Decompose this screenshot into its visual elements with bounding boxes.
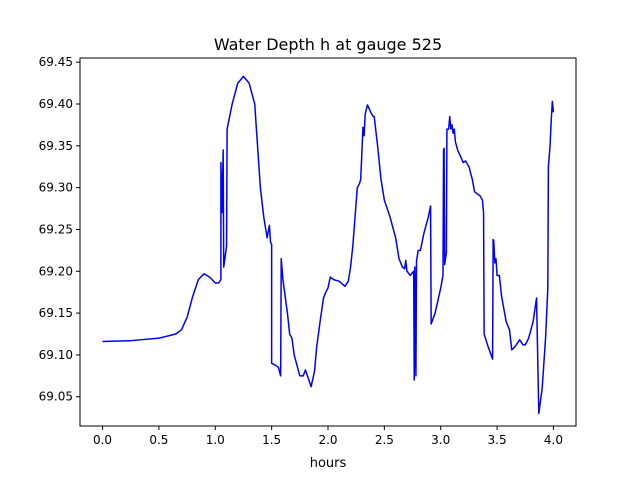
x-tick-label: 1.0 <box>206 433 225 447</box>
x-tick-label: 1.5 <box>262 433 281 447</box>
y-tick-label: 69.25 <box>39 222 73 236</box>
y-tick-label: 69.15 <box>39 306 73 320</box>
x-tick-label: 2.0 <box>318 433 337 447</box>
x-axis-ticks: 0.0 0.5 1.0 1.5 2.0 2.5 3.0 3.5 4.0 <box>93 426 563 447</box>
x-tick-label: 2.5 <box>375 433 394 447</box>
x-tick-label: 0.5 <box>149 433 168 447</box>
x-tick-label: 3.0 <box>431 433 450 447</box>
y-tick-label: 69.10 <box>39 348 73 362</box>
x-tick-label: 0.0 <box>93 433 112 447</box>
y-tick-label: 69.40 <box>39 97 73 111</box>
y-tick-label: 69.05 <box>39 390 73 404</box>
y-tick-label: 69.45 <box>39 55 73 69</box>
y-axis-ticks: 69.05 69.10 69.15 69.20 69.25 69.30 69.35 69.40… <box>39 55 80 404</box>
y-tick-label: 69.20 <box>39 264 73 278</box>
y-tick-label: 69.35 <box>39 139 73 153</box>
chart-title: Water Depth h at gauge 525 <box>214 35 442 54</box>
x-tick-label: 3.5 <box>488 433 507 447</box>
y-tick-label: 69.30 <box>39 181 73 195</box>
x-tick-label: 4.0 <box>544 433 563 447</box>
x-axis-label: hours <box>310 456 347 471</box>
series-line-0 <box>102 75 555 415</box>
